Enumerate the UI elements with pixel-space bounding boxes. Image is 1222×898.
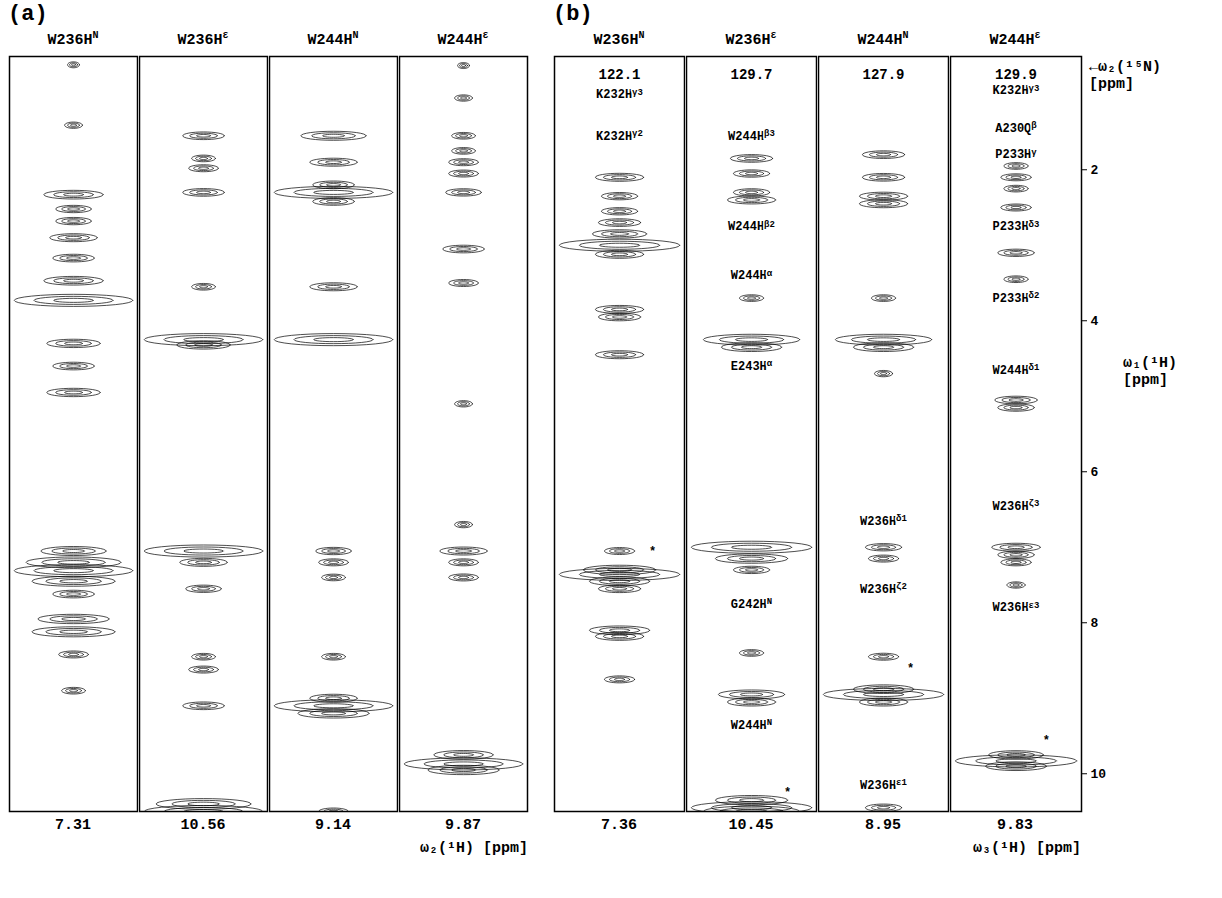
svg-text:P233Hδ3: P233Hδ3 — [993, 220, 1040, 235]
html-text:(a): (a) — [8, 2, 48, 27]
svg-text:W236Hε1: W236Hε1 — [860, 778, 907, 793]
svg-text:G242HN: G242HN — [731, 597, 772, 612]
svg-text:10: 10 — [1091, 767, 1107, 782]
html-text:[ppm]: [ppm] — [1123, 372, 1168, 389]
svg-text:K232Hγ3: K232Hγ3 — [993, 84, 1040, 99]
html-text:W236Hε: W236Hε — [177, 30, 229, 49]
svg-text:K232Hγ2: K232Hγ2 — [596, 129, 643, 144]
svg-text:*: * — [1043, 734, 1050, 748]
svg-text:W236Hζ2: W236Hζ2 — [860, 582, 907, 597]
html-text:7.36: 7.36 — [601, 817, 637, 834]
svg-text:P233Hδ2: P233Hδ2 — [993, 291, 1040, 306]
svg-text:W244Hβ2: W244Hβ2 — [728, 220, 775, 235]
html-text:7.31: 7.31 — [55, 817, 91, 834]
html-text:9.14: 9.14 — [315, 817, 351, 834]
svg-text:W244Hβ3: W244Hβ3 — [728, 129, 775, 144]
html-text:ω₁(¹H): ω₁(¹H) — [1123, 355, 1177, 372]
svg-text:129.9: 129.9 — [995, 67, 1037, 83]
svg-text:2: 2 — [1091, 163, 1099, 178]
svg-text:127.9: 127.9 — [862, 67, 904, 83]
svg-text:W236Hδ1: W236Hδ1 — [860, 514, 907, 529]
svg-text:W236Hζ3: W236Hζ3 — [993, 499, 1040, 514]
html-text:(b): (b) — [553, 2, 593, 27]
svg-text:8: 8 — [1091, 616, 1099, 631]
svg-text:*: * — [784, 786, 791, 800]
svg-text:W236Hε3: W236Hε3 — [993, 601, 1040, 616]
html-text:W236HN: W236HN — [47, 30, 99, 49]
svg-text:4: 4 — [1091, 314, 1099, 329]
html-text:W244HN: W244HN — [857, 30, 909, 49]
svg-text:E243Hα: E243Hα — [731, 359, 773, 374]
svg-text:P233Hγ: P233Hγ — [995, 148, 1037, 163]
html-text:10.45: 10.45 — [728, 817, 774, 834]
svg-text:K232Hγ3: K232Hγ3 — [596, 87, 643, 102]
svg-text:W244Hδ1: W244Hδ1 — [993, 363, 1040, 378]
html-text:W236HN: W236HN — [593, 30, 645, 49]
html-text:9.83: 9.83 — [997, 817, 1033, 834]
html-text:10.56: 10.56 — [180, 817, 226, 834]
html-text:9.87: 9.87 — [445, 817, 481, 834]
svg-text:W244HN: W244HN — [731, 718, 772, 733]
html-text:8.95: 8.95 — [865, 817, 901, 834]
svg-text:*: * — [649, 545, 656, 559]
svg-text:122.1: 122.1 — [598, 67, 640, 83]
html-text:←ω₂(¹⁵N): ←ω₂(¹⁵N) — [1089, 59, 1161, 76]
svg-text:*: * — [907, 662, 914, 676]
html-text:ω₂(¹H) [ppm]: ω₂(¹H) [ppm] — [420, 840, 528, 857]
html-text:W244Hε: W244Hε — [989, 30, 1041, 49]
html-text:W244HN: W244HN — [307, 30, 359, 49]
svg-text:A230Qβ: A230Qβ — [995, 121, 1037, 136]
svg-text:W244Hα: W244Hα — [731, 269, 773, 284]
svg-text:6: 6 — [1091, 465, 1099, 480]
html-text:W244Hε: W244Hε — [437, 30, 489, 49]
html-text:[ppm]: [ppm] — [1089, 76, 1134, 93]
html-text:ω₃(¹H) [ppm]: ω₃(¹H) [ppm] — [973, 840, 1081, 857]
svg-text:129.7: 129.7 — [730, 67, 772, 83]
html-text:W236Hε: W236Hε — [725, 30, 777, 49]
